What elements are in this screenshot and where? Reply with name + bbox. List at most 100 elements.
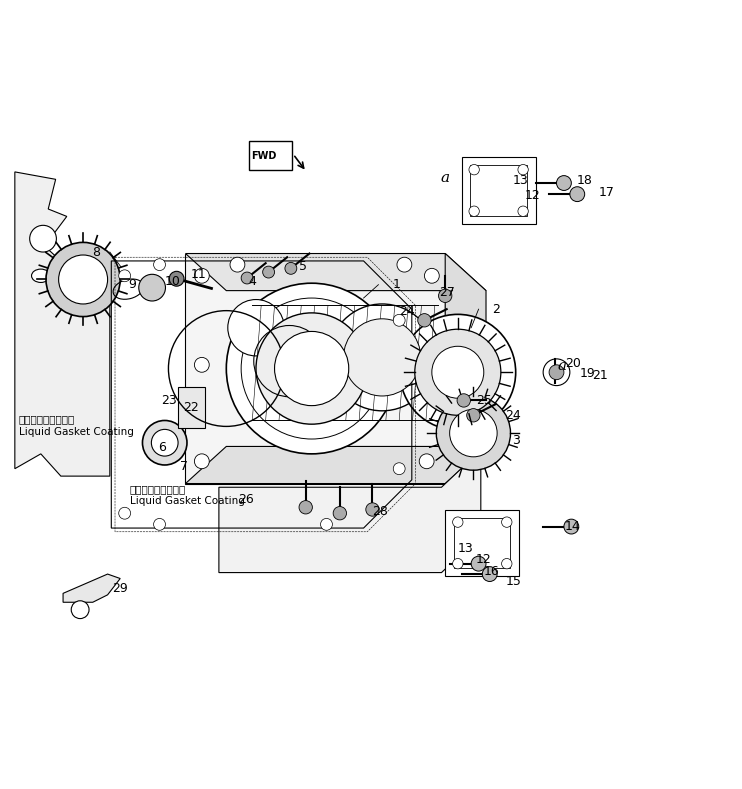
Circle shape bbox=[142, 421, 187, 465]
Circle shape bbox=[329, 304, 436, 411]
Circle shape bbox=[154, 259, 165, 271]
Circle shape bbox=[344, 319, 421, 396]
Circle shape bbox=[194, 268, 209, 283]
Text: 液状ガスケット塗布: 液状ガスケット塗布 bbox=[19, 414, 75, 424]
Circle shape bbox=[228, 300, 284, 356]
Circle shape bbox=[194, 454, 209, 469]
Text: 2: 2 bbox=[492, 303, 499, 316]
Text: 7: 7 bbox=[180, 460, 188, 473]
Circle shape bbox=[502, 517, 512, 527]
Circle shape bbox=[169, 271, 184, 286]
Circle shape bbox=[393, 314, 405, 326]
Circle shape bbox=[194, 357, 209, 372]
Circle shape bbox=[275, 331, 349, 406]
Circle shape bbox=[549, 365, 564, 380]
Text: 6: 6 bbox=[158, 441, 165, 454]
Circle shape bbox=[419, 454, 434, 469]
Circle shape bbox=[469, 164, 479, 175]
Text: Liquid Gasket Coating: Liquid Gasket Coating bbox=[130, 496, 245, 507]
Text: FWD: FWD bbox=[251, 151, 276, 161]
Text: 27: 27 bbox=[439, 286, 455, 298]
Circle shape bbox=[366, 503, 379, 516]
Circle shape bbox=[59, 255, 108, 304]
Polygon shape bbox=[445, 253, 486, 484]
Text: 20: 20 bbox=[565, 357, 581, 370]
Polygon shape bbox=[219, 451, 481, 573]
Bar bbox=[470, 165, 527, 215]
Polygon shape bbox=[63, 574, 120, 602]
Circle shape bbox=[436, 396, 510, 470]
Circle shape bbox=[432, 346, 484, 398]
Circle shape bbox=[321, 518, 332, 530]
Circle shape bbox=[241, 272, 253, 284]
Text: 14: 14 bbox=[565, 520, 581, 533]
Text: 17: 17 bbox=[599, 186, 615, 199]
Circle shape bbox=[333, 507, 347, 520]
Text: 24: 24 bbox=[398, 305, 415, 318]
Circle shape bbox=[151, 429, 178, 456]
Text: 13: 13 bbox=[458, 542, 474, 555]
Circle shape bbox=[570, 187, 585, 201]
Text: 10: 10 bbox=[164, 275, 180, 288]
Circle shape bbox=[226, 283, 397, 454]
Polygon shape bbox=[186, 253, 486, 290]
Text: 3: 3 bbox=[512, 434, 519, 447]
Text: 12: 12 bbox=[476, 553, 492, 566]
Text: 9: 9 bbox=[128, 279, 136, 291]
Circle shape bbox=[119, 507, 131, 519]
Circle shape bbox=[154, 518, 165, 530]
Text: 8: 8 bbox=[93, 245, 100, 259]
Text: 12: 12 bbox=[525, 189, 541, 202]
Bar bbox=[454, 518, 510, 568]
Circle shape bbox=[564, 519, 579, 534]
Text: 18: 18 bbox=[577, 174, 593, 187]
Circle shape bbox=[502, 559, 512, 569]
Circle shape bbox=[439, 289, 452, 302]
Text: 13: 13 bbox=[513, 174, 529, 187]
Circle shape bbox=[518, 164, 528, 175]
Circle shape bbox=[450, 409, 497, 457]
Circle shape bbox=[30, 226, 56, 252]
Circle shape bbox=[469, 206, 479, 216]
Text: 23: 23 bbox=[161, 394, 177, 407]
Polygon shape bbox=[186, 253, 445, 484]
Bar bbox=[445, 510, 519, 576]
Text: 11: 11 bbox=[191, 267, 207, 281]
Circle shape bbox=[241, 298, 382, 439]
Bar bbox=[462, 157, 536, 224]
Circle shape bbox=[393, 463, 405, 475]
Circle shape bbox=[256, 313, 367, 424]
Circle shape bbox=[453, 517, 463, 527]
Text: 15: 15 bbox=[505, 575, 522, 588]
Circle shape bbox=[556, 176, 571, 190]
Circle shape bbox=[400, 314, 516, 430]
Text: 1: 1 bbox=[393, 279, 401, 291]
Text: a: a bbox=[441, 171, 450, 185]
Polygon shape bbox=[186, 447, 486, 484]
Circle shape bbox=[71, 600, 89, 619]
Text: 28: 28 bbox=[372, 505, 388, 518]
Text: 21: 21 bbox=[591, 369, 608, 383]
Text: 25: 25 bbox=[476, 394, 492, 407]
Circle shape bbox=[518, 206, 528, 216]
Circle shape bbox=[424, 268, 439, 283]
Text: 5: 5 bbox=[299, 260, 306, 273]
Circle shape bbox=[46, 242, 120, 316]
Circle shape bbox=[457, 394, 470, 407]
Text: 22: 22 bbox=[183, 402, 200, 414]
Circle shape bbox=[139, 275, 165, 301]
Text: 液状ガスケット塗布: 液状ガスケット塗布 bbox=[130, 484, 186, 494]
Text: 19: 19 bbox=[580, 367, 596, 380]
Circle shape bbox=[418, 313, 431, 327]
Circle shape bbox=[482, 567, 497, 581]
Circle shape bbox=[299, 500, 312, 514]
Circle shape bbox=[397, 257, 412, 272]
Text: a: a bbox=[558, 359, 567, 373]
Polygon shape bbox=[15, 172, 110, 476]
Text: 26: 26 bbox=[238, 493, 255, 507]
Ellipse shape bbox=[31, 269, 50, 282]
Circle shape bbox=[415, 329, 501, 415]
Text: 29: 29 bbox=[112, 582, 128, 596]
Circle shape bbox=[263, 266, 275, 278]
Circle shape bbox=[467, 409, 480, 422]
